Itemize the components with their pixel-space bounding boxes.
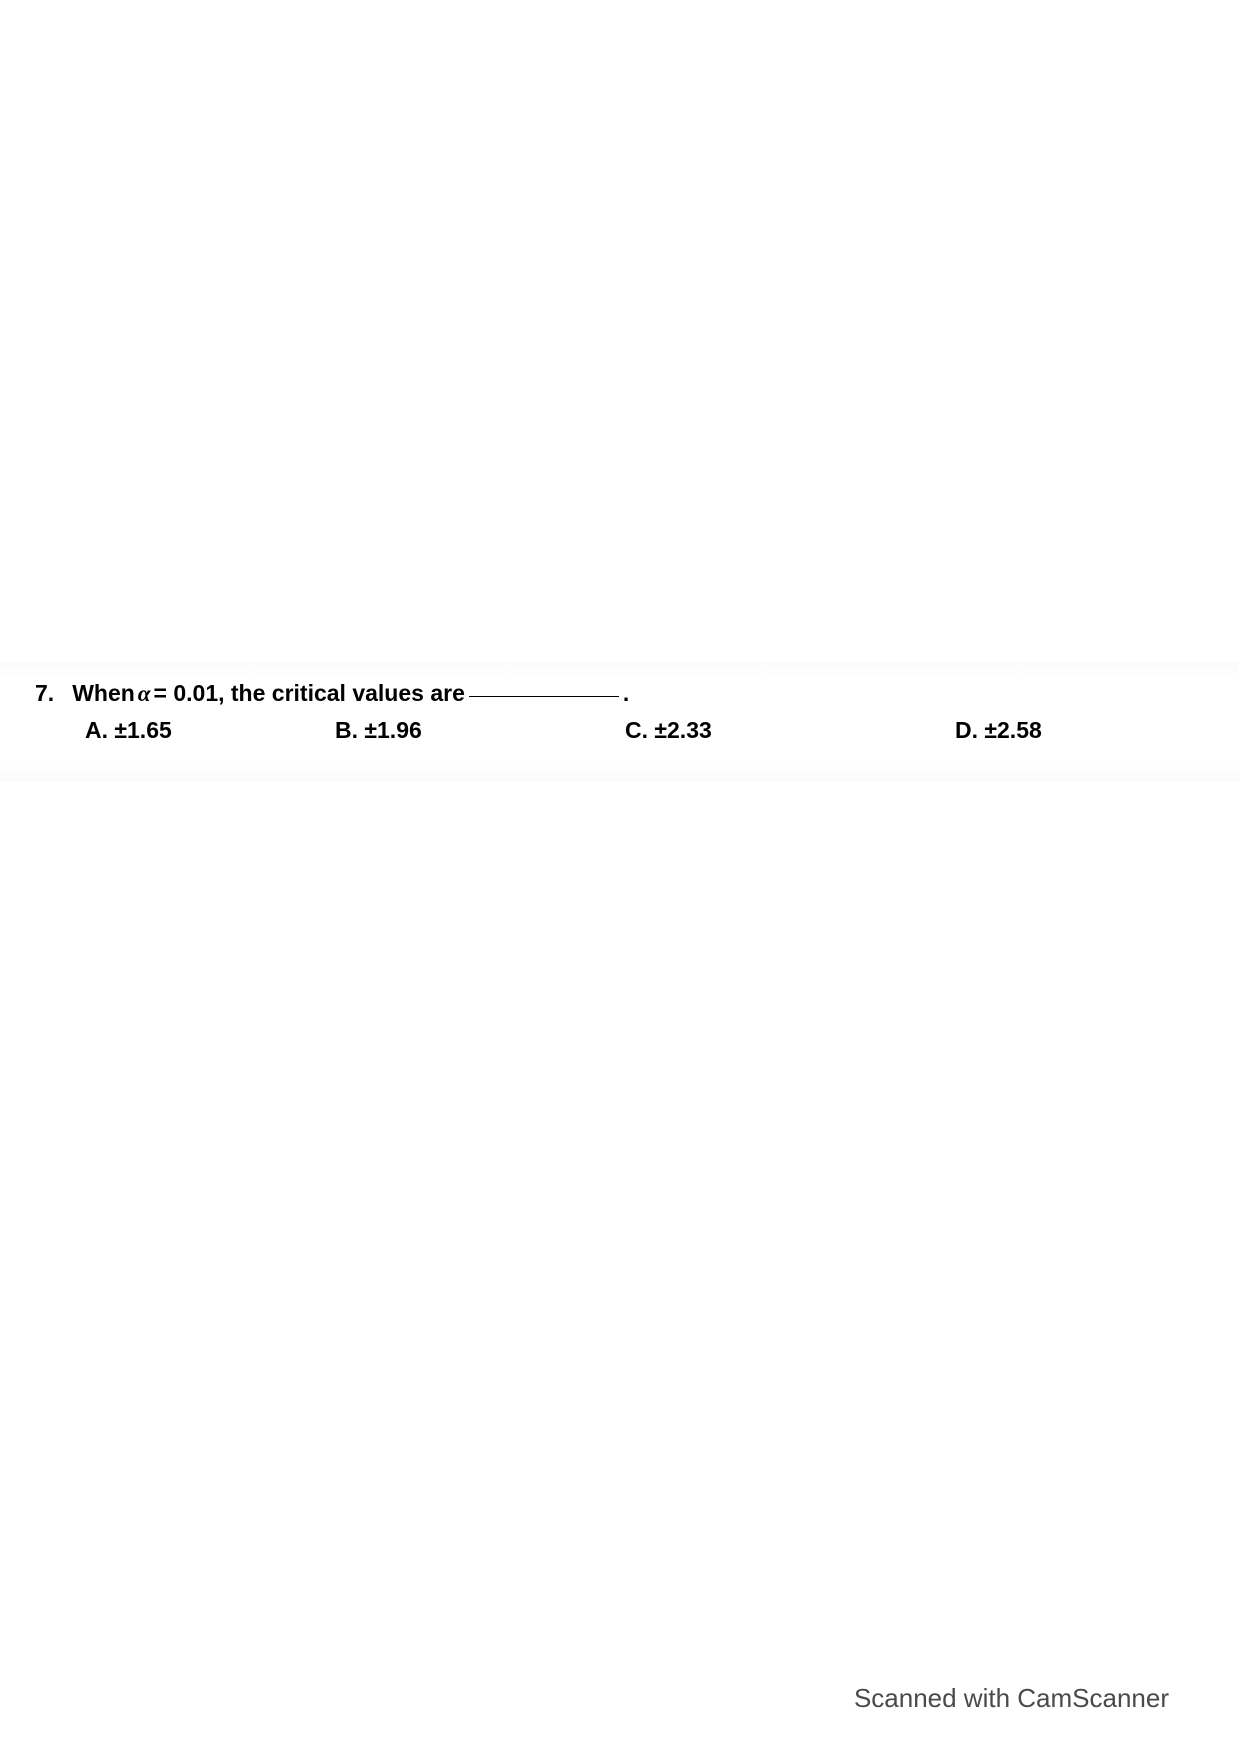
options-row: A. ±1.65 B. ±1.96 C. ±2.33 D. ±2.58	[35, 717, 1219, 744]
option-d: D. ±2.58	[955, 717, 1042, 744]
camscanner-watermark: Scanned with CamScanner	[854, 1683, 1169, 1714]
question-line: 7. When α = 0.01, the critical values ar…	[35, 680, 1219, 707]
option-a: A. ±1.65	[85, 717, 335, 744]
option-c: C. ±2.33	[625, 717, 955, 744]
alpha-symbol: α	[138, 681, 151, 707]
question-text-after: = 0.01, the critical values are	[154, 680, 465, 707]
question-text-end: .	[623, 680, 629, 707]
fill-in-blank	[469, 696, 619, 697]
question-text: When α = 0.01, the critical values are .	[72, 680, 629, 707]
question-text-before: When	[72, 680, 135, 707]
question-block: 7. When α = 0.01, the critical values ar…	[35, 680, 1219, 744]
question-number: 7.	[35, 680, 54, 707]
option-b: B. ±1.96	[335, 717, 625, 744]
